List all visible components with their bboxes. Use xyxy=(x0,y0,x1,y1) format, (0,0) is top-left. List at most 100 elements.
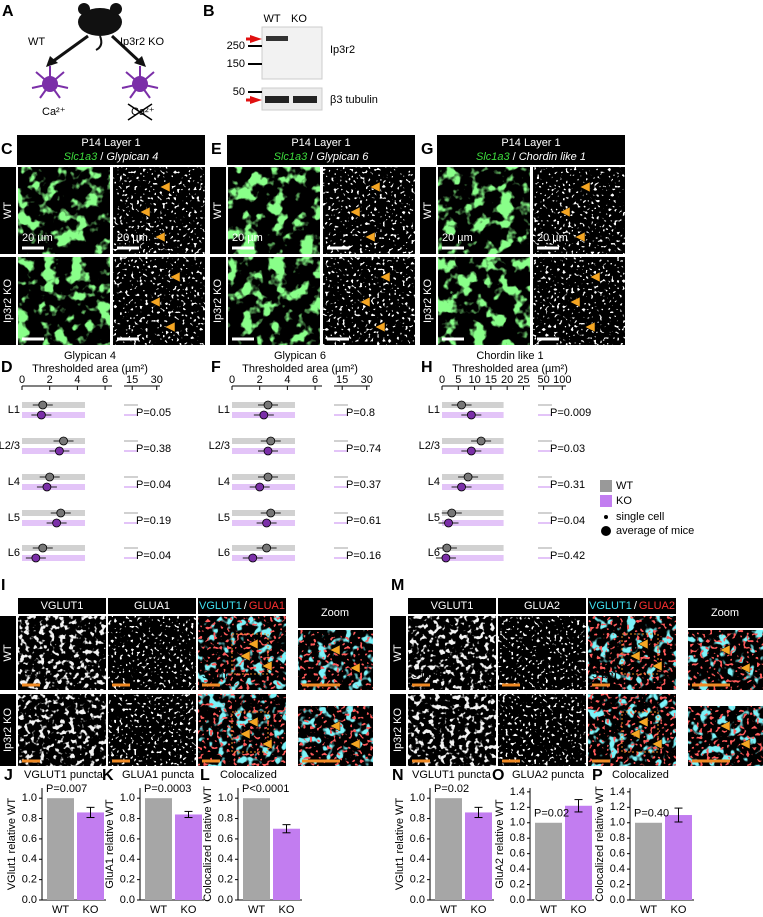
label: 20 µm xyxy=(442,232,473,244)
micrograph-signal xyxy=(688,706,763,766)
arrowhead xyxy=(651,738,663,750)
cell-cloud xyxy=(538,404,552,406)
panel-header xyxy=(408,598,496,614)
label: L5 xyxy=(218,512,230,524)
panel-header xyxy=(18,598,106,614)
arrowhead xyxy=(159,181,171,193)
label: 0.8 xyxy=(610,832,625,844)
label: Colocalized xyxy=(220,769,277,781)
bar xyxy=(635,822,662,900)
label: GLUA2 puncta xyxy=(512,769,585,781)
label: 0.8 xyxy=(218,812,233,824)
label: 0.6 xyxy=(410,833,425,845)
label: P=0.42 xyxy=(550,550,585,562)
probe-label: Slc1a3/Glypican 4 xyxy=(64,151,159,163)
label: P=0.03 xyxy=(550,443,585,455)
label: 25 xyxy=(517,374,529,386)
label: 0.8 xyxy=(510,832,525,844)
label: 30 xyxy=(361,374,373,386)
row-label-bg xyxy=(390,694,406,766)
label: L6 xyxy=(218,547,230,559)
arrowhead xyxy=(584,321,596,333)
cell-cloud xyxy=(442,484,504,490)
label: 50 xyxy=(537,374,549,386)
label: L5 xyxy=(8,512,20,524)
label: 250 xyxy=(227,40,245,52)
label: WT xyxy=(540,904,557,916)
label: 20 xyxy=(501,374,513,386)
cell-cloud xyxy=(334,547,348,549)
label: Chordin like 1 xyxy=(476,350,543,362)
arrowhead xyxy=(629,728,641,740)
label: 0.2 xyxy=(610,878,625,890)
cell-cloud xyxy=(334,440,348,442)
micrograph-signal xyxy=(498,694,586,766)
label: 0.2 xyxy=(218,874,233,886)
bar xyxy=(565,805,592,900)
label: P=0.04 xyxy=(550,515,585,527)
label: P xyxy=(592,767,603,784)
mouse-average xyxy=(466,446,476,456)
legend-dot xyxy=(604,515,608,519)
panel-header xyxy=(688,598,763,628)
label: 0.2 xyxy=(120,874,135,886)
micrograph-signal xyxy=(108,616,196,690)
label: Ip3r2 KO xyxy=(212,279,224,323)
micrograph-signal xyxy=(688,630,763,690)
label: 6 xyxy=(312,374,318,386)
mouse-average xyxy=(38,400,48,410)
label: 0 xyxy=(19,374,25,386)
row-label-bg xyxy=(390,616,406,690)
bar xyxy=(145,798,172,900)
label: 0.0 xyxy=(218,894,233,906)
label: J xyxy=(4,767,13,784)
label: VGLUT1 puncta xyxy=(24,769,104,781)
cell-cloud xyxy=(442,402,504,408)
cell-cloud xyxy=(334,512,348,514)
label: VGlut1 relative WT xyxy=(6,798,18,891)
label: 5 µm xyxy=(412,669,437,681)
arrowhead xyxy=(651,660,663,672)
probe: Slc1a3 xyxy=(274,151,309,163)
label: 5 µm xyxy=(22,669,47,681)
mouse-average xyxy=(54,446,64,456)
cell-cloud xyxy=(124,522,138,524)
label: 5 xyxy=(455,374,461,386)
label: WT xyxy=(212,202,224,219)
label: 30 xyxy=(151,374,163,386)
row-label-bg xyxy=(0,167,16,254)
zoom-box xyxy=(621,711,659,753)
label: Glypican 4 xyxy=(64,350,116,362)
cell-cloud xyxy=(334,476,348,478)
micrograph-signal xyxy=(198,694,286,766)
merge-label: VGLUT1/GLUA2 xyxy=(589,600,675,612)
arrowhead xyxy=(139,206,151,218)
label: 0.4 xyxy=(610,863,625,875)
legend-swatch xyxy=(600,480,612,492)
mouse-average xyxy=(248,553,258,563)
cell-cloud xyxy=(538,450,552,452)
panel-header xyxy=(498,598,586,614)
cell-cloud xyxy=(334,486,348,488)
channel-a: VGLUT1 xyxy=(589,600,632,612)
label: Ip3r2 KO xyxy=(2,708,14,752)
label: E xyxy=(211,141,222,158)
label: 0.4 xyxy=(22,853,37,865)
label: VGLUT1 xyxy=(431,600,474,612)
mouse-average xyxy=(442,543,452,553)
label: L2/3 xyxy=(0,440,20,452)
label: WT xyxy=(52,904,69,916)
arrowhead xyxy=(579,181,591,193)
label: GLUA1 xyxy=(134,600,170,612)
label: KO xyxy=(83,904,99,916)
arrowhead xyxy=(637,638,649,650)
label: average of mice xyxy=(616,525,694,537)
label: KO xyxy=(279,904,295,916)
micrograph-signal xyxy=(438,257,530,345)
label: L6 xyxy=(428,547,440,559)
arrowhead xyxy=(589,271,601,283)
arrowhead xyxy=(569,296,581,308)
label: Ip3r2 xyxy=(330,44,355,56)
label: KO xyxy=(181,904,197,916)
micrograph-signal xyxy=(498,616,586,690)
